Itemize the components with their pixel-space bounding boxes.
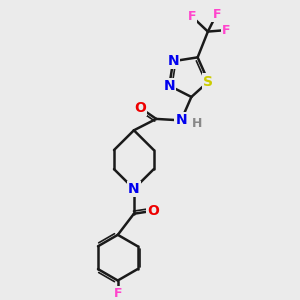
Text: H: H [192,117,202,130]
Text: N: N [167,54,179,68]
Text: N: N [128,182,140,196]
Text: N: N [164,79,175,93]
Text: O: O [147,204,159,218]
Text: F: F [212,8,221,20]
Text: N: N [175,113,187,128]
Text: F: F [113,287,122,300]
Text: S: S [203,75,213,88]
Text: F: F [222,24,230,37]
Text: O: O [134,101,146,115]
Text: F: F [188,10,196,23]
